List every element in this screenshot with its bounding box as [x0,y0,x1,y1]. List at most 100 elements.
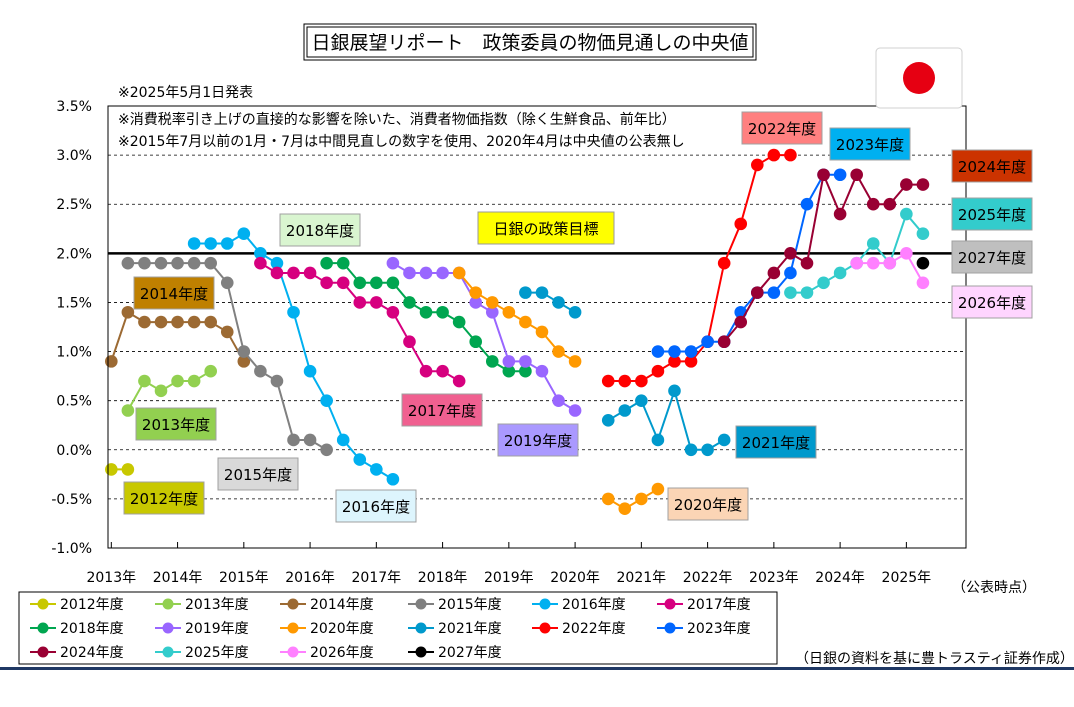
data-point [750,286,764,299]
data-point [320,394,333,407]
data-point [668,355,681,368]
series-label: 2019年度 [504,432,572,450]
y-tick-label: 1.5% [56,295,92,311]
data-point [270,266,284,280]
data-point [237,355,251,368]
note-2: ※消費税率引き上げの直接的な影響を除いた、消費者物価指数（除く生鮮食品、前年比） [118,111,676,128]
series-2018年度 [320,256,532,378]
series-2024年度 [717,168,930,349]
x-tick-label: 2013年 [86,570,136,586]
data-point [121,256,135,270]
data-point [469,296,483,309]
series-label: 2016年度 [342,498,410,516]
data-point [105,463,118,476]
series-label-box [123,481,205,515]
legend-swatch-marker [287,646,299,658]
data-point [750,158,764,172]
x-tick-label: 2016年 [285,570,335,586]
data-point [187,256,201,270]
data-point [535,364,549,378]
y-tick-label: 2.0% [56,246,92,262]
data-point [270,374,284,388]
series-label: 2025年度 [958,206,1026,224]
legend-swatch-marker [415,598,427,610]
data-point [419,364,433,378]
legend-item: 2017年度 [657,597,751,613]
data-point [833,266,847,280]
data-point [618,502,632,516]
data-point [651,433,665,447]
legend-swatch-marker [37,646,49,658]
data-point [635,374,648,388]
data-point [519,355,532,368]
data-point [900,178,913,191]
legend-swatch-marker [162,646,174,658]
legend-swatch-marker [37,622,49,634]
series-label-box [135,407,217,441]
legend-label: 2017年度 [687,597,751,613]
legend-item: 2026年度 [280,645,374,661]
legend-label: 2013年度 [185,597,249,613]
legend-swatch-marker [162,598,174,610]
data-point [436,305,449,319]
data-point [138,256,151,270]
data-point [552,394,565,407]
series-2019年度 [386,256,582,417]
data-point [767,148,781,162]
data-point [833,207,847,221]
legend-swatch-marker [664,622,676,634]
data-point [403,296,416,309]
series-2015年度 [121,256,333,457]
series-label-box [829,127,911,161]
data-point [403,266,416,280]
data-point [187,374,201,388]
data-point [270,256,284,270]
series-label: 2023年度 [836,136,904,154]
data-point [552,345,565,358]
legend-swatch-marker [415,646,427,658]
data-point [784,148,797,162]
data-point [900,247,913,260]
bottom-rule [0,667,1074,670]
data-point [436,266,449,280]
data-point [717,335,731,349]
data-point [601,414,615,427]
data-point [204,364,217,378]
data-point [568,305,582,319]
x-tick-label: 2017年 [352,570,402,586]
data-point [883,256,897,270]
x-tick-label: 2025年 [882,570,932,586]
legend-swatch-marker [162,622,174,634]
data-point [287,305,300,319]
title-frame-inner [306,26,754,58]
series-line [392,262,576,412]
y-tick-label: 3.0% [56,148,92,164]
legend-item: 2025年度 [155,645,249,661]
data-point [187,237,201,250]
data-point [552,296,565,309]
legend-label: 2022年度 [562,621,626,637]
legend-swatch-marker [539,598,551,610]
series-label-box [133,276,215,310]
series-label-box [741,111,823,145]
data-point [916,256,930,270]
x-tick-label: 2020年 [550,570,600,586]
series-2016年度 [187,227,400,486]
data-point [237,345,251,358]
legend-label: 2012年度 [60,597,124,613]
legend-item: 2024年度 [30,645,124,661]
data-point [452,315,466,329]
data-point [254,364,267,378]
data-point [817,168,830,182]
data-point [220,237,234,250]
legend-label: 2025年度 [185,645,249,661]
series-label: 2022年度 [748,120,816,138]
data-point [502,364,516,378]
series-2014年度 [105,305,251,368]
policy-target-line: 日銀の政策目標 [108,211,966,255]
data-point [784,286,797,299]
y-tick-label: 1.0% [56,345,92,361]
data-point [452,266,466,280]
legend-swatch-marker [664,598,676,610]
legend-item: 2019年度 [155,621,249,637]
